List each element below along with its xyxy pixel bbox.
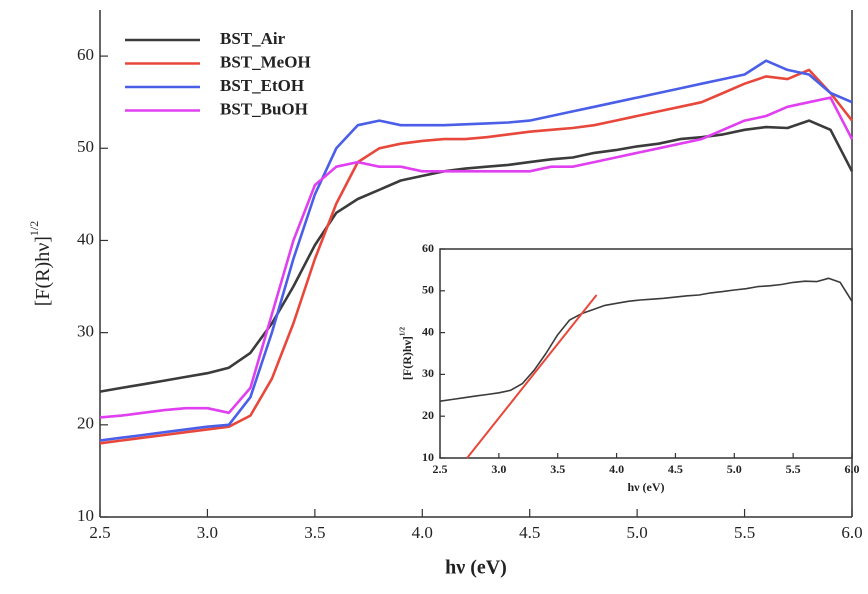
x-axis-label: hν (eV) (627, 480, 664, 494)
data-line (99, 119, 854, 393)
y-tick-label: 20 (422, 408, 434, 422)
x-tick-label: 5.0 (727, 462, 742, 476)
x-tick-label: 5.0 (627, 523, 648, 542)
x-tick-label: 3.0 (491, 462, 506, 476)
legend-label: BST_EtOH (220, 76, 304, 95)
x-tick-label: 2.5 (433, 462, 448, 476)
x-tick-label: 4.5 (668, 462, 683, 476)
x-tick-label: 4.0 (412, 523, 433, 542)
y-axis-label-main: [F(R)hν] (32, 236, 54, 306)
x-tick-label: 5.5 (786, 462, 801, 476)
x-tick-label: 3.0 (197, 523, 218, 542)
legend-label: BST_MeOH (220, 52, 311, 71)
y-axis-label: [F(R)hν]1/2 (27, 221, 54, 307)
plot-frame (439, 248, 853, 459)
y-axis-label-superscript: 1/2 (398, 326, 406, 336)
x-tick-label: 2.5 (89, 523, 110, 542)
legend-label: BST_Air (220, 29, 286, 48)
y-tick-label: 50 (77, 137, 94, 156)
y-tick-label: 30 (77, 322, 94, 341)
y-tick-label: 10 (77, 506, 94, 525)
data-line (99, 68, 854, 445)
x-axis-label: hν (eV) (445, 557, 507, 579)
y-tick-label: 60 (77, 45, 94, 64)
y-tick-label: 40 (77, 229, 94, 248)
y-tick-label: 30 (422, 366, 434, 380)
x-tick-label: 4.5 (519, 523, 540, 542)
data-line (439, 277, 853, 402)
y-tick-label: 60 (422, 241, 434, 255)
y-axis-label-superscript: 1/2 (27, 221, 41, 236)
x-tick-label: 5.5 (734, 523, 755, 542)
data-line (99, 96, 854, 419)
x-tick-label: 6.0 (845, 462, 860, 476)
y-tick-label: 20 (77, 414, 94, 433)
x-tick-label: 3.5 (550, 462, 565, 476)
x-tick-label: 3.5 (304, 523, 325, 542)
y-tick-label: 40 (422, 324, 434, 338)
y-axis-label-main: [F(R)hν] (400, 336, 414, 380)
y-tick-label: 10 (422, 450, 434, 464)
y-axis-label: [F(R)hν]1/2 (398, 326, 413, 380)
data-line (99, 59, 853, 442)
fit-line (466, 294, 598, 459)
legend-label: BST_BuOH (220, 99, 308, 118)
x-tick-label: 6.0 (841, 523, 862, 542)
y-tick-label: 50 (422, 283, 434, 297)
x-tick-label: 4.0 (609, 462, 624, 476)
